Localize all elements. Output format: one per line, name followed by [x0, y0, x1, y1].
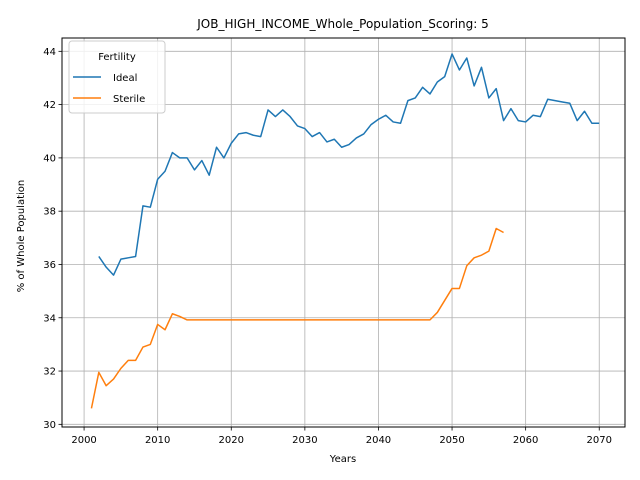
x-tick-label: 2010	[145, 435, 170, 446]
x-tick-label: 2030	[292, 435, 317, 446]
y-tick-label: 30	[43, 420, 56, 431]
y-tick-label: 32	[43, 367, 56, 378]
x-tick-label: 2070	[587, 435, 612, 446]
y-tick-label: 36	[43, 260, 56, 271]
legend-label-sterile: Sterile	[113, 94, 145, 105]
x-tick-label: 2000	[71, 435, 96, 446]
legend-title: Fertility	[98, 52, 136, 63]
y-axis-label: % of Whole Population	[16, 180, 27, 293]
legend: Fertility Ideal Sterile	[69, 41, 165, 113]
x-tick-label: 2060	[513, 435, 538, 446]
y-tick-label: 38	[43, 207, 56, 218]
x-tick-label: 2050	[439, 435, 464, 446]
x-axis-label: Years	[329, 454, 356, 465]
x-tick-label: 2020	[219, 435, 244, 446]
x-tick-label: 2040	[366, 435, 391, 446]
y-tick-label: 40	[43, 153, 56, 164]
legend-label-ideal: Ideal	[113, 73, 137, 84]
y-tick-label: 34	[43, 313, 56, 324]
y-tick-label: 42	[43, 100, 56, 111]
y-tick-label: 44	[43, 47, 56, 58]
chart-title: JOB_HIGH_INCOME_Whole_Population_Scoring…	[196, 17, 489, 31]
